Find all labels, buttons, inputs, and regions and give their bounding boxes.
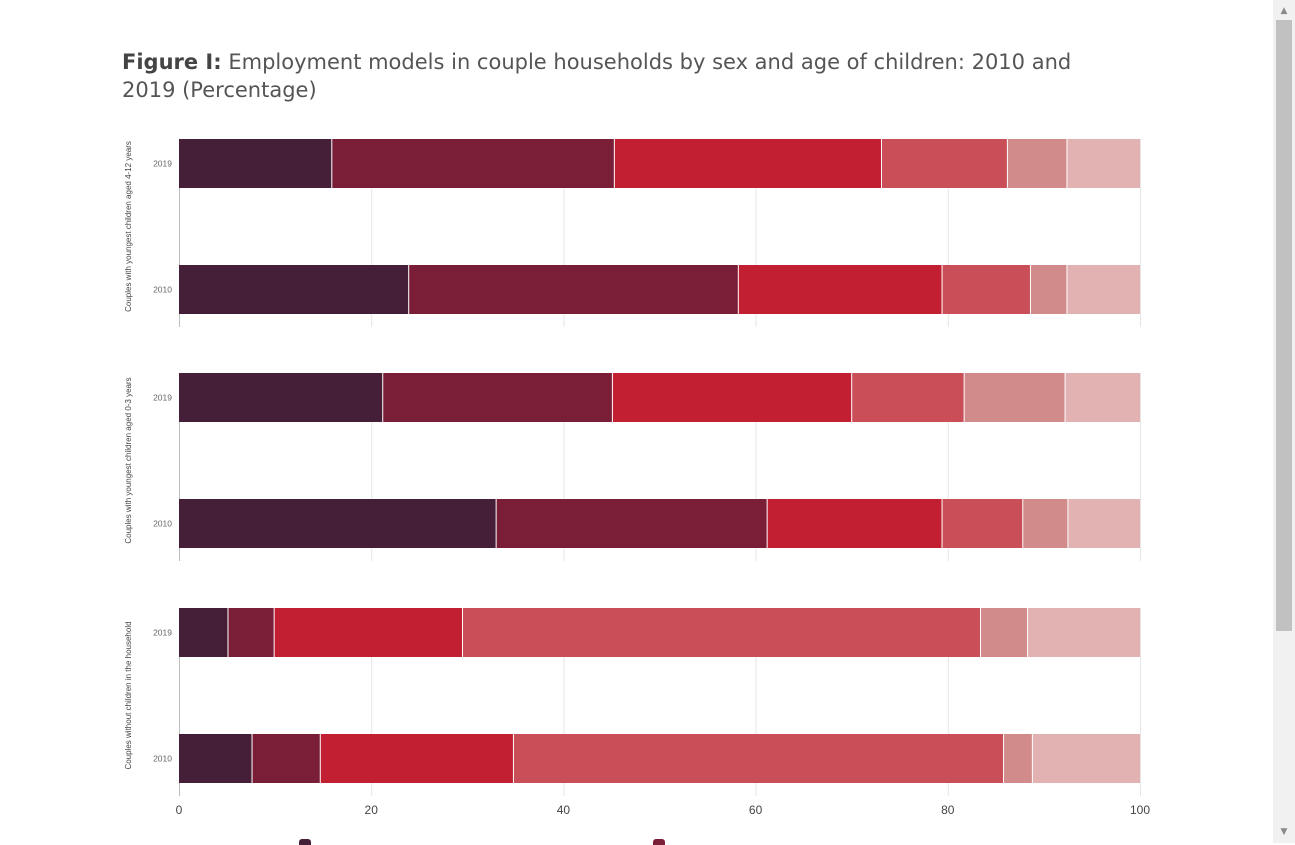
bar-segment xyxy=(1022,499,1068,548)
year-tick-label: 2010 xyxy=(153,285,172,295)
x-tick-label: 60 xyxy=(749,803,763,817)
chart-title: Figure I: Employment models in couple ho… xyxy=(122,48,1082,104)
bar-segment xyxy=(1003,734,1033,783)
bar-segment xyxy=(1030,265,1067,314)
x-tick-label: 20 xyxy=(365,803,379,817)
x-tick-label: 80 xyxy=(941,803,955,817)
bar-segment xyxy=(851,373,965,422)
year-tick-label: 2019 xyxy=(153,393,172,403)
bar-segment xyxy=(513,734,1004,783)
bar-segment xyxy=(614,139,882,188)
triangle-down-icon[interactable]: ▼ xyxy=(1280,827,1288,837)
bar-segment xyxy=(228,608,275,657)
year-tick-label: 2019 xyxy=(153,628,172,638)
bar-segment xyxy=(1007,139,1067,188)
bar-segment xyxy=(1032,734,1140,783)
bar-segment xyxy=(881,139,1008,188)
bar-segment xyxy=(331,139,615,188)
year-tick-label: 2010 xyxy=(153,519,172,529)
stacked-bar-chart: 2019 2010 Couples with youngest children a… xyxy=(124,139,1150,817)
scrollbar-thumb[interactable] xyxy=(1276,20,1292,631)
bar-segment xyxy=(1065,373,1140,422)
x-tick-label: 0 xyxy=(176,803,183,817)
bar-segment xyxy=(179,734,253,783)
triangle-up-icon[interactable]: ▲ xyxy=(1280,6,1288,16)
bar-segment xyxy=(1066,265,1140,314)
bar-segment xyxy=(320,734,514,783)
vertical-scrollbar[interactable]: ▲ ▼ xyxy=(1273,0,1295,843)
year-tick-label: 2019 xyxy=(153,159,172,169)
bar-segment xyxy=(738,265,943,314)
bar-segment xyxy=(179,373,383,422)
bar-segment xyxy=(767,499,943,548)
bar-segment xyxy=(274,608,463,657)
figure-label: Figure I: xyxy=(122,50,222,74)
bar-segment xyxy=(1066,139,1140,188)
bar-segment xyxy=(942,265,1031,314)
bar-segment xyxy=(942,499,1023,548)
bar-segment xyxy=(980,608,1028,657)
bar-segment xyxy=(496,499,768,548)
figure-title-text: Employment models in couple households b… xyxy=(122,50,1072,102)
legend-swatch-2 xyxy=(653,839,665,845)
group-axis-label: Couples without children in the househol… xyxy=(124,621,133,769)
bar-segment xyxy=(382,373,613,422)
bar-segment xyxy=(252,734,321,783)
year-tick-label: 2010 xyxy=(153,754,172,764)
group-axis-label: Couples with youngest children aged 0-3 … xyxy=(124,377,133,543)
x-tick-label: 100 xyxy=(1130,803,1150,817)
bar-segment xyxy=(179,499,497,548)
bar-segment xyxy=(612,373,852,422)
bar-segment xyxy=(1027,608,1140,657)
bar-segment xyxy=(179,139,332,188)
bar-segment xyxy=(179,608,229,657)
x-tick-label: 40 xyxy=(557,803,571,817)
bar-segment xyxy=(462,608,981,657)
bar-segment xyxy=(964,373,1066,422)
bar-segment xyxy=(1067,499,1140,548)
group-axis-label: Couples with youngest children aged 4-12… xyxy=(124,141,133,312)
bar-segment xyxy=(408,265,739,314)
legend-swatch-1 xyxy=(299,839,311,845)
bar-segment xyxy=(179,265,409,314)
